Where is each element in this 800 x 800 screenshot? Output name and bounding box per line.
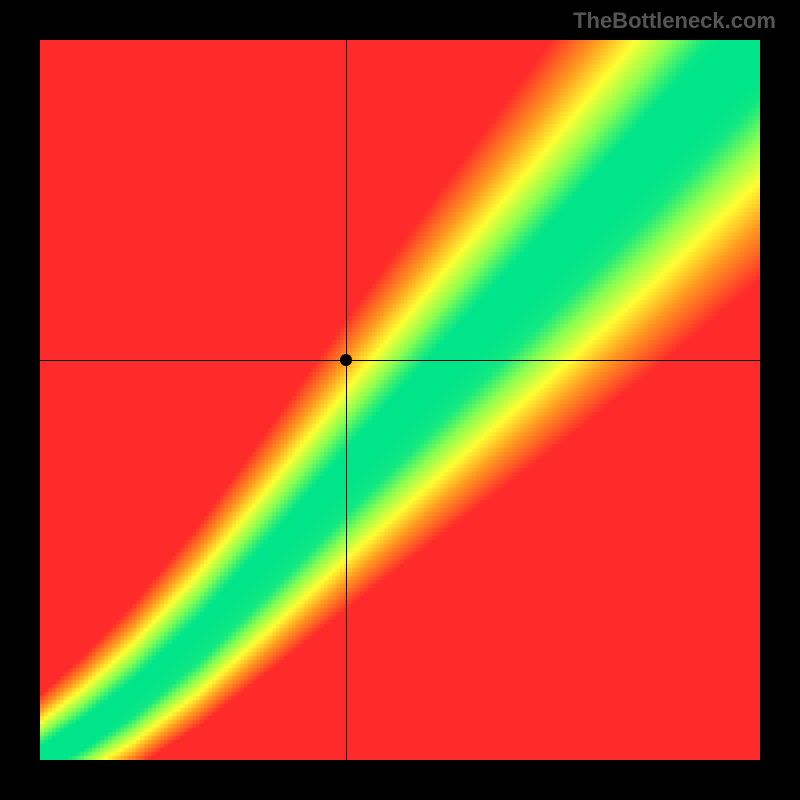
plot-area [40, 40, 760, 760]
chart-container: TheBottleneck.com [0, 0, 800, 800]
bottleneck-heatmap [40, 40, 760, 760]
crosshair-horizontal [40, 360, 760, 361]
crosshair-vertical [346, 40, 347, 760]
selection-marker-dot[interactable] [340, 354, 352, 366]
source-watermark: TheBottleneck.com [573, 8, 776, 34]
